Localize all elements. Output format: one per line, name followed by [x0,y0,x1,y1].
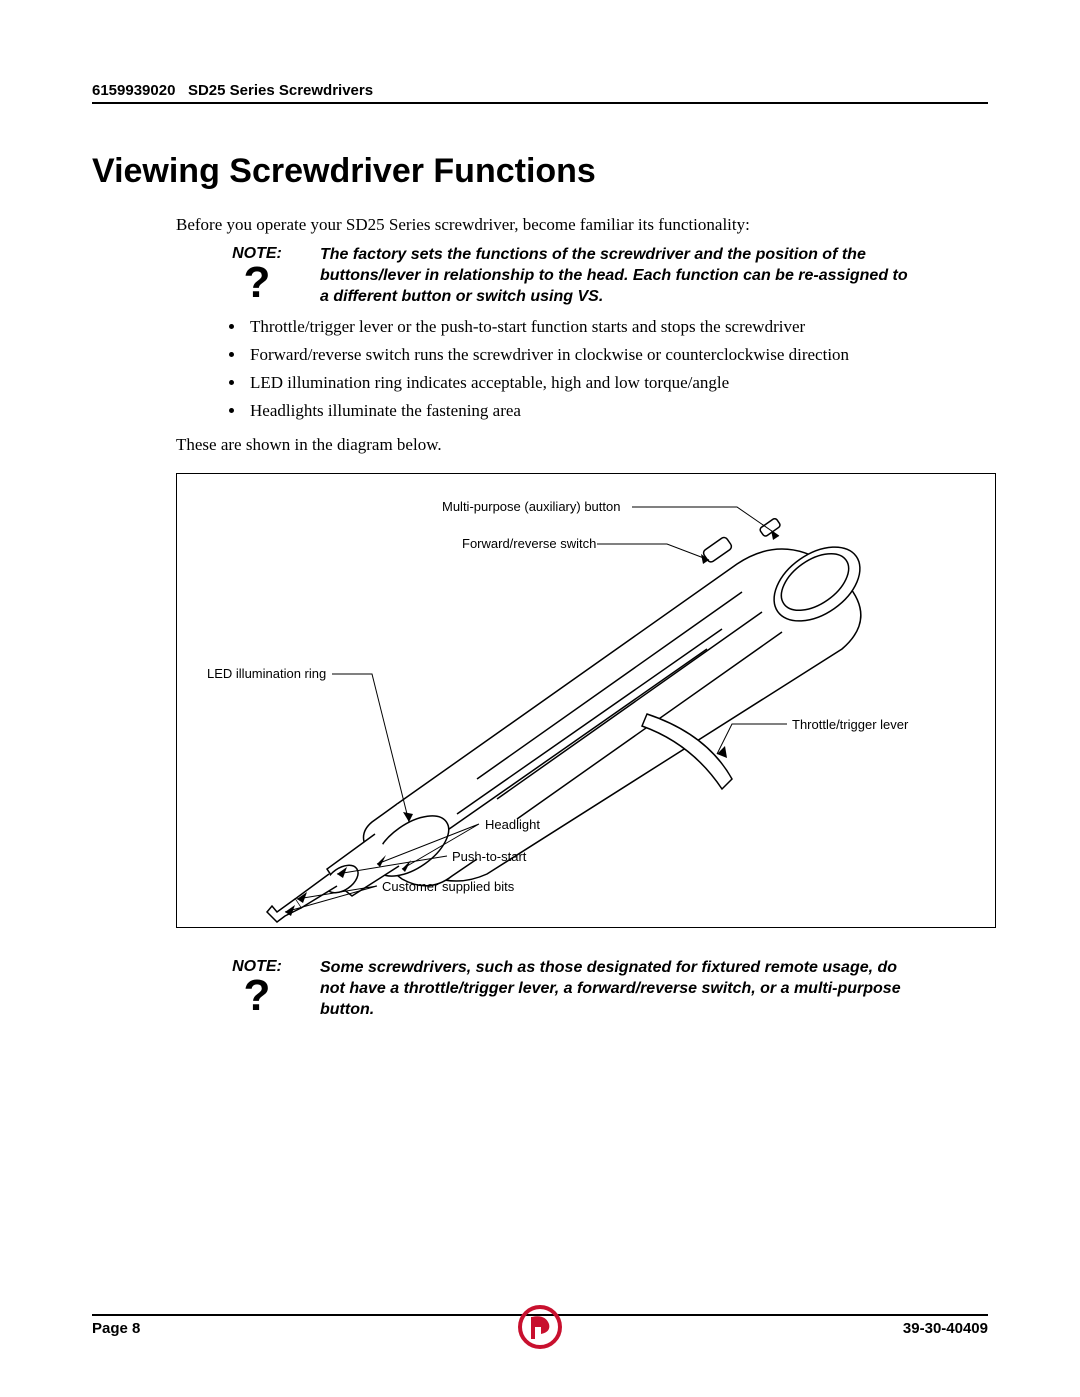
doc-number: 6159939020 [92,82,175,99]
note-block-1: NOTE: ? The factory sets the functions o… [222,245,988,307]
intro-text: Before you operate your SD25 Series scre… [176,215,988,235]
list-item: Forward/reverse switch runs the screwdri… [246,345,988,365]
label-led: LED illumination ring [207,666,326,681]
note-label-column: NOTE: ? [222,245,292,305]
doc-title: SD25 Series Screwdrivers [188,82,373,99]
bullet-list: Throttle/trigger lever or the push-to-st… [222,317,988,421]
document-page: 6159939020 SD25 Series Screwdrivers View… [0,0,1080,1091]
label-throttle: Throttle/trigger lever [792,717,908,732]
list-item: Headlights illuminate the fastening area [246,401,988,421]
label-fwd: Forward/reverse switch [462,536,596,551]
note-text: Some screwdrivers, such as those designa… [320,958,920,1020]
page-header: 6159939020 SD25 Series Screwdrivers [92,82,988,102]
footer-code: 39-30-40409 [903,1320,988,1337]
diagram-lead-text: These are shown in the diagram below. [176,435,988,455]
screwdriver-diagram: Multi-purpose (auxiliary) button Forward… [176,473,996,928]
label-aux: Multi-purpose (auxiliary) button [442,499,620,514]
note-text: The factory sets the functions of the sc… [320,245,920,307]
note-block-2: NOTE: ? Some screwdrivers, such as those… [222,958,988,1020]
question-mark-icon: ? [244,261,271,305]
question-mark-icon: ? [244,974,271,1018]
header-divider [92,102,988,104]
note-label-column: NOTE: ? [222,958,292,1018]
list-item: LED illumination ring indicates acceptab… [246,373,988,393]
list-item: Throttle/trigger lever or the push-to-st… [246,317,988,337]
label-bits: Customer supplied bits [382,879,514,894]
label-push: Push-to-start [452,849,526,864]
label-headlight: Headlight [485,817,540,832]
brand-logo-icon [517,1304,563,1355]
page-number: Page 8 [92,1320,140,1337]
page-title: Viewing Screwdriver Functions [92,152,988,191]
